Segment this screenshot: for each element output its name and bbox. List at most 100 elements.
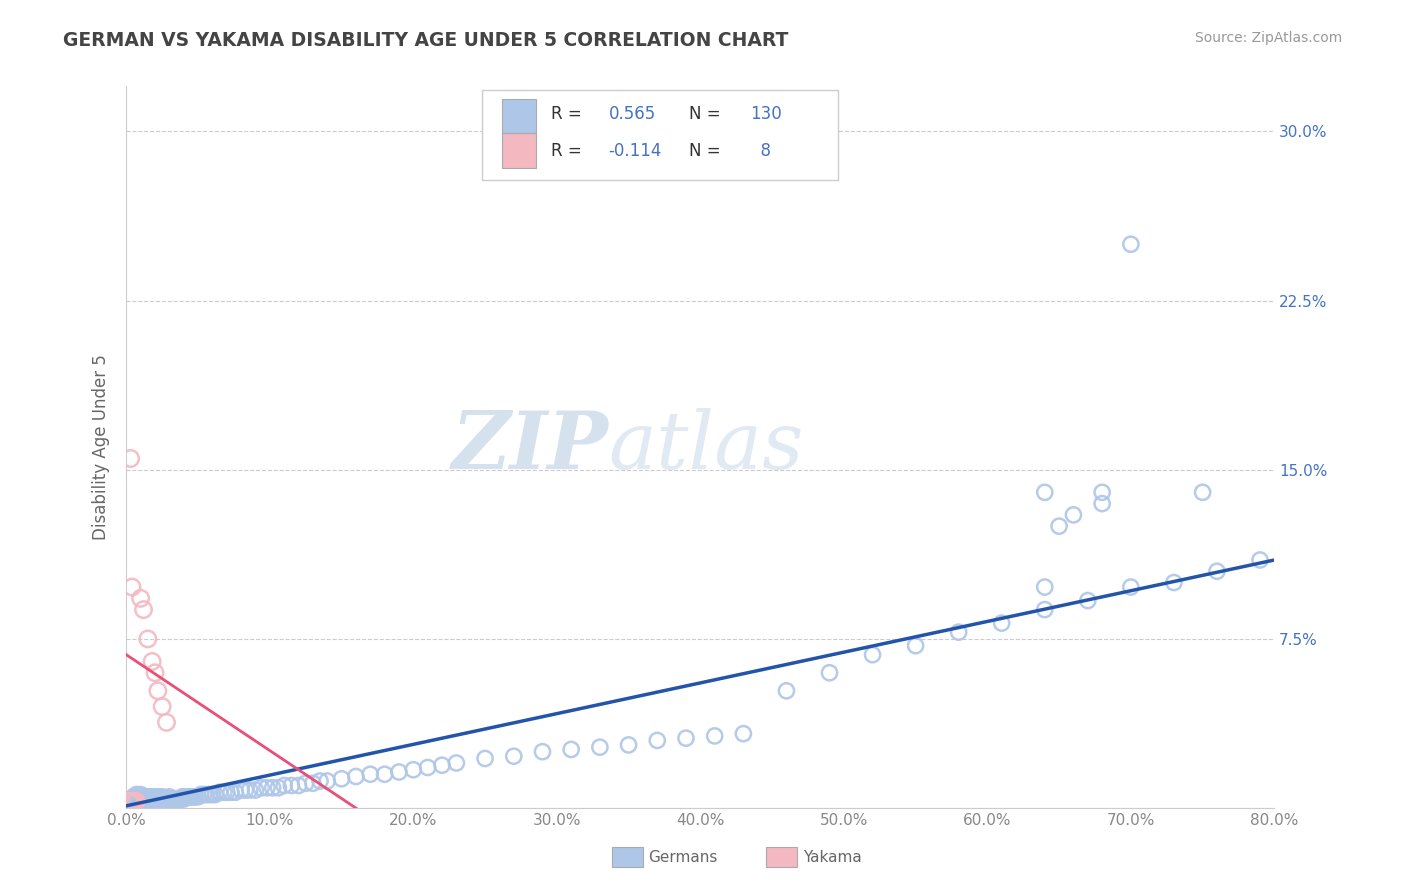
Point: [204, 788, 226, 802]
FancyBboxPatch shape: [502, 99, 536, 133]
Point: [121, 580, 143, 594]
Point: [132, 794, 155, 808]
Point: [1033, 485, 1056, 500]
Point: [129, 797, 152, 811]
Point: [120, 794, 142, 808]
Point: [125, 794, 148, 808]
Point: [124, 794, 146, 808]
Point: [733, 726, 755, 740]
Point: [309, 774, 332, 789]
Point: [157, 794, 180, 808]
Point: [273, 779, 295, 793]
Point: [143, 789, 166, 804]
Point: [148, 792, 170, 806]
Point: [136, 794, 159, 808]
Point: [215, 785, 238, 799]
Text: Yakama: Yakama: [803, 850, 862, 864]
Point: [155, 715, 177, 730]
Point: [416, 760, 439, 774]
Point: [1206, 564, 1229, 578]
Point: [617, 738, 640, 752]
Point: [1191, 485, 1213, 500]
Point: [127, 797, 149, 811]
Point: [183, 789, 205, 804]
Point: [775, 683, 797, 698]
Point: [143, 794, 166, 808]
Point: [167, 792, 190, 806]
Point: [124, 789, 146, 804]
Text: R =: R =: [551, 142, 588, 160]
Point: [1062, 508, 1084, 522]
Point: [818, 665, 841, 680]
Point: [1119, 580, 1142, 594]
Point: [180, 789, 202, 804]
Text: ZIP: ZIP: [451, 409, 609, 486]
Point: [219, 785, 242, 799]
Point: [502, 749, 524, 764]
Point: [149, 792, 172, 806]
Point: [122, 794, 145, 808]
Point: [239, 783, 262, 797]
Point: [703, 729, 725, 743]
Point: [224, 785, 246, 799]
Point: [121, 794, 143, 808]
Point: [120, 451, 142, 466]
Point: [134, 792, 156, 806]
Point: [344, 770, 367, 784]
Point: [250, 780, 273, 795]
Point: [388, 764, 411, 779]
Point: [157, 789, 180, 804]
Text: Germans: Germans: [648, 850, 717, 864]
Point: [862, 648, 884, 662]
Point: [160, 792, 183, 806]
Point: [235, 783, 257, 797]
Point: [181, 789, 204, 804]
Point: [187, 789, 209, 804]
Point: [287, 779, 309, 793]
Point: [141, 794, 163, 808]
Point: [138, 794, 160, 808]
Y-axis label: Disability Age Under 5: Disability Age Under 5: [93, 354, 110, 541]
Text: atlas: atlas: [609, 409, 804, 486]
Point: [120, 794, 142, 808]
Point: [131, 794, 153, 808]
Point: [138, 789, 160, 804]
Point: [135, 794, 157, 808]
Point: [560, 742, 582, 756]
Point: [645, 733, 668, 747]
Point: [135, 789, 157, 804]
Point: [132, 789, 155, 804]
Point: [1091, 485, 1114, 500]
Point: [132, 602, 155, 616]
Point: [190, 788, 212, 802]
Point: [267, 780, 290, 795]
Text: Source: ZipAtlas.com: Source: ZipAtlas.com: [1195, 31, 1343, 45]
Point: [141, 789, 163, 804]
Point: [145, 792, 167, 806]
Point: [1119, 237, 1142, 252]
Point: [122, 789, 145, 804]
Point: [128, 789, 150, 804]
Point: [165, 792, 187, 806]
Point: [198, 788, 221, 802]
Point: [163, 792, 186, 806]
Point: [125, 794, 148, 808]
Point: [302, 776, 325, 790]
Text: 8: 8: [749, 142, 770, 160]
Point: [120, 797, 142, 811]
Point: [121, 792, 143, 806]
Point: [1033, 602, 1056, 616]
FancyBboxPatch shape: [502, 133, 536, 168]
Point: [156, 792, 179, 806]
Point: [1033, 580, 1056, 594]
Text: -0.114: -0.114: [609, 142, 662, 160]
Point: [294, 776, 316, 790]
Point: [139, 792, 162, 806]
Text: 0.565: 0.565: [609, 104, 655, 123]
Point: [176, 789, 198, 804]
Point: [170, 792, 193, 806]
Point: [136, 789, 159, 804]
Point: [990, 616, 1012, 631]
Text: N =: N =: [689, 142, 725, 160]
Point: [122, 797, 145, 811]
